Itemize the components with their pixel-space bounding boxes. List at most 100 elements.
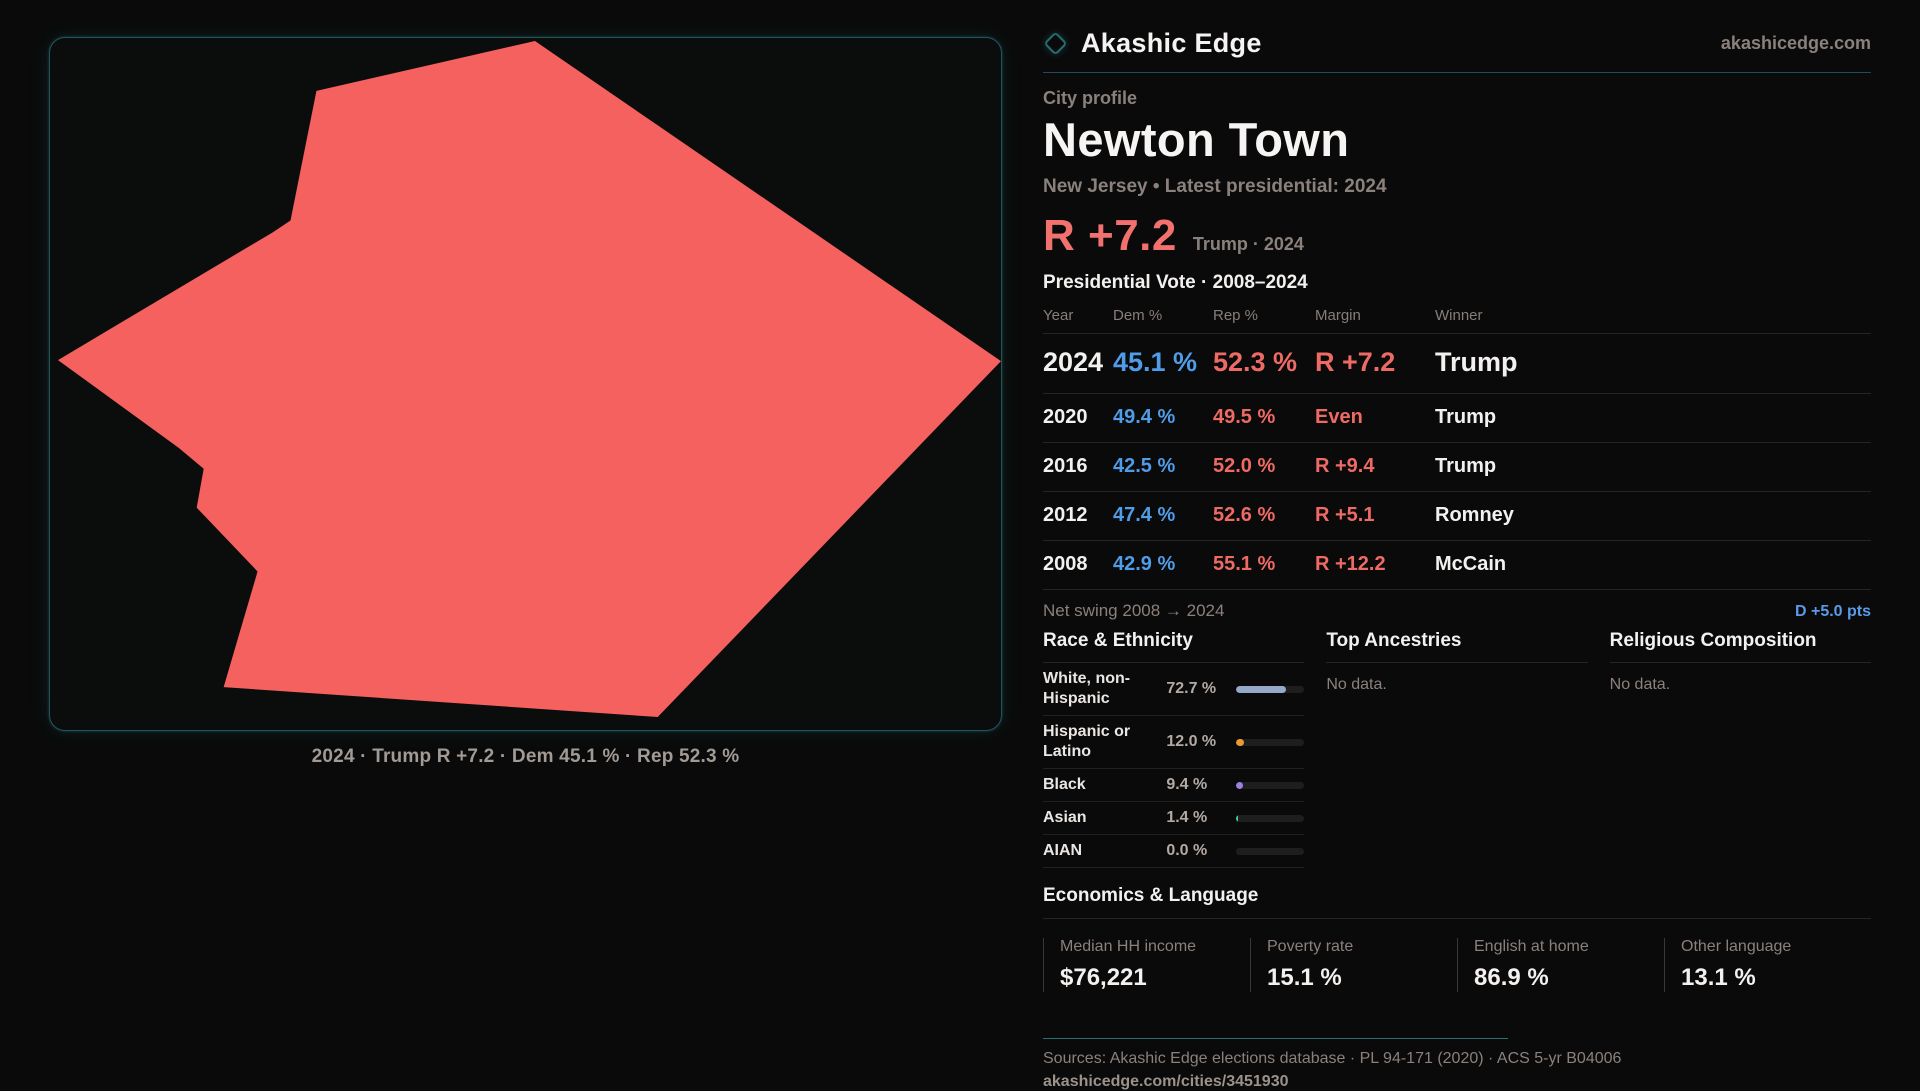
winner-cell: Trump bbox=[1435, 455, 1497, 477]
religious-composition-heading: Religious Composition bbox=[1609, 630, 1871, 663]
city-profile-panel: Akashic Edge akashicedge.com City profil… bbox=[1043, 28, 1871, 1091]
stat-label: Median HH income bbox=[1060, 938, 1197, 955]
stat-value: $76,221 bbox=[1060, 964, 1147, 991]
diamond-icon bbox=[1043, 31, 1068, 56]
brand-domain-link[interactable]: akashicedge.com bbox=[1720, 33, 1871, 53]
stat-value: 86.9 % bbox=[1474, 964, 1549, 991]
rep-cell: 52.0 % bbox=[1213, 455, 1276, 477]
rep-cell: 49.5 % bbox=[1213, 406, 1276, 428]
col-winner: Winner bbox=[1435, 307, 1483, 324]
margin-cell: R +12.2 bbox=[1315, 553, 1386, 575]
winner-cell: Trump bbox=[1435, 347, 1518, 377]
stat-label: English at home bbox=[1474, 938, 1589, 955]
dem-cell: 42.5 % bbox=[1113, 455, 1176, 477]
year-cell: 2012 bbox=[1043, 504, 1088, 526]
year-cell: 2020 bbox=[1043, 406, 1088, 428]
col-rep: Rep % bbox=[1213, 307, 1259, 324]
margin-cell: Even bbox=[1315, 406, 1363, 428]
stat-label: Other language bbox=[1681, 938, 1792, 955]
margin-cell: R +5.1 bbox=[1315, 504, 1375, 526]
vote-table: Year Dem % Rep % Margin Winner 2024 45.1… bbox=[1043, 307, 1871, 590]
year-cell: 2024 bbox=[1043, 347, 1104, 377]
brand-name: Akashic Edge bbox=[1081, 28, 1262, 58]
col-dem: Dem % bbox=[1113, 307, 1163, 324]
margin-cell: R +7.2 bbox=[1315, 347, 1396, 377]
net-swing-label: Net swing 2008 → 2024 bbox=[1043, 601, 1225, 620]
race-value: 72.7 % bbox=[1166, 680, 1217, 697]
rep-cell: 55.1 % bbox=[1213, 553, 1276, 575]
permalink[interactable]: akashicedge.com/cities/3451930 bbox=[1043, 1073, 1289, 1090]
headline-margin: R +7.2 bbox=[1043, 211, 1177, 260]
subtitle: New Jersey • Latest presidential: 2024 bbox=[1043, 176, 1387, 197]
rep-cell: 52.3 % bbox=[1213, 347, 1298, 377]
table-row: 2012 47.4 % 52.6 % R +5.1 Romney bbox=[1043, 492, 1871, 541]
stat-label: Poverty rate bbox=[1267, 938, 1354, 955]
map-caption: 2024 · Trump R +7.2 · Dem 45.1 % · Rep 5… bbox=[311, 746, 740, 767]
race-bar bbox=[1236, 738, 1305, 746]
stat-cell: Poverty rate 15.1 % bbox=[1250, 938, 1457, 992]
race-bar-fill bbox=[1236, 685, 1286, 693]
economics-heading: Economics & Language bbox=[1043, 885, 1871, 919]
race-row: AIAN 0.0 % bbox=[1043, 835, 1305, 868]
race-row: White, non-Hispanic 72.7 % bbox=[1043, 663, 1305, 716]
dem-cell: 49.4 % bbox=[1113, 406, 1176, 428]
rep-cell: 52.6 % bbox=[1213, 504, 1276, 526]
no-data-text: No data. bbox=[1326, 676, 1387, 693]
religious-composition-column: Religious Composition No data. bbox=[1609, 630, 1871, 868]
winner-cell: McCain bbox=[1435, 553, 1507, 575]
city-map bbox=[57, 40, 1001, 718]
stat-cell: Median HH income $76,221 bbox=[1043, 938, 1250, 992]
stat-value: 13.1 % bbox=[1681, 964, 1756, 991]
margin-cell: R +9.4 bbox=[1315, 455, 1375, 477]
stat-cell: English at home 86.9 % bbox=[1457, 938, 1664, 992]
col-margin: Margin bbox=[1315, 307, 1361, 324]
winner-cell: Trump bbox=[1435, 406, 1497, 428]
page-title: Newton Town bbox=[1043, 113, 1350, 166]
race-label: Black bbox=[1043, 776, 1086, 793]
top-ancestries-heading: Top Ancestries bbox=[1326, 630, 1588, 663]
table-row: 2020 49.4 % 49.5 % Even Trump bbox=[1043, 394, 1871, 443]
col-year: Year bbox=[1043, 307, 1074, 324]
race-row: Black 9.4 % bbox=[1043, 769, 1305, 802]
race-bar bbox=[1236, 685, 1305, 693]
headline-note: Trump · 2024 bbox=[1192, 234, 1304, 254]
race-ethnicity-heading: Race & Ethnicity bbox=[1043, 630, 1305, 663]
header-divider bbox=[1043, 72, 1871, 73]
year-cell: 2008 bbox=[1043, 553, 1088, 575]
dem-cell: 42.9 % bbox=[1113, 553, 1176, 575]
winner-cell: Romney bbox=[1435, 504, 1514, 526]
net-swing-value: D +5.0 pts bbox=[1794, 603, 1871, 620]
race-value: 1.4 % bbox=[1166, 809, 1208, 826]
city-boundary-polygon bbox=[57, 40, 1001, 718]
race-bar-fill bbox=[1236, 781, 1243, 789]
race-bar bbox=[1236, 814, 1305, 822]
race-label: White, non-Hispanic bbox=[1043, 670, 1131, 707]
stat-value: 15.1 % bbox=[1267, 964, 1342, 991]
race-value: 9.4 % bbox=[1166, 776, 1208, 793]
race-bar-fill bbox=[1236, 738, 1245, 746]
table-row: 2008 42.9 % 55.1 % R +12.2 McCain bbox=[1043, 541, 1871, 590]
race-row: Hispanic or Latino 12.0 % bbox=[1043, 716, 1305, 769]
net-swing-row: Net swing 2008 → 2024 D +5.0 pts bbox=[1043, 590, 1871, 621]
dem-cell: 45.1 % bbox=[1113, 347, 1198, 377]
demographics-section: Race & Ethnicity White, non-Hispanic 72.… bbox=[1043, 630, 1871, 868]
headline-margin-row: R +7.2 Trump · 2024 bbox=[1043, 211, 1871, 261]
table-row: 2024 45.1 % 52.3 % R +7.2 Trump bbox=[1043, 334, 1871, 394]
top-ancestries-column: Top Ancestries No data. bbox=[1326, 630, 1588, 868]
vote-table-header: Year Dem % Rep % Margin Winner bbox=[1043, 307, 1871, 334]
economics-stats: Median HH income $76,221 Poverty rate 15… bbox=[1043, 938, 1871, 992]
race-bar bbox=[1236, 781, 1305, 789]
dem-cell: 47.4 % bbox=[1113, 504, 1176, 526]
city-map-panel bbox=[49, 37, 1002, 731]
header: Akashic Edge akashicedge.com bbox=[1043, 28, 1871, 59]
race-ethnicity-column: Race & Ethnicity White, non-Hispanic 72.… bbox=[1043, 630, 1305, 868]
kicker: City profile bbox=[1043, 88, 1138, 108]
race-value: 12.0 % bbox=[1166, 733, 1217, 750]
race-label: AIAN bbox=[1043, 842, 1083, 859]
footer: Sources: Akashic Edge elections database… bbox=[1043, 1038, 1871, 1091]
race-value: 0.0 % bbox=[1166, 842, 1208, 859]
race-label: Asian bbox=[1043, 809, 1087, 826]
stat-cell: Other language 13.1 % bbox=[1664, 938, 1871, 992]
table-row: 2016 42.5 % 52.0 % R +9.4 Trump bbox=[1043, 443, 1871, 492]
race-row: Asian 1.4 % bbox=[1043, 802, 1305, 835]
